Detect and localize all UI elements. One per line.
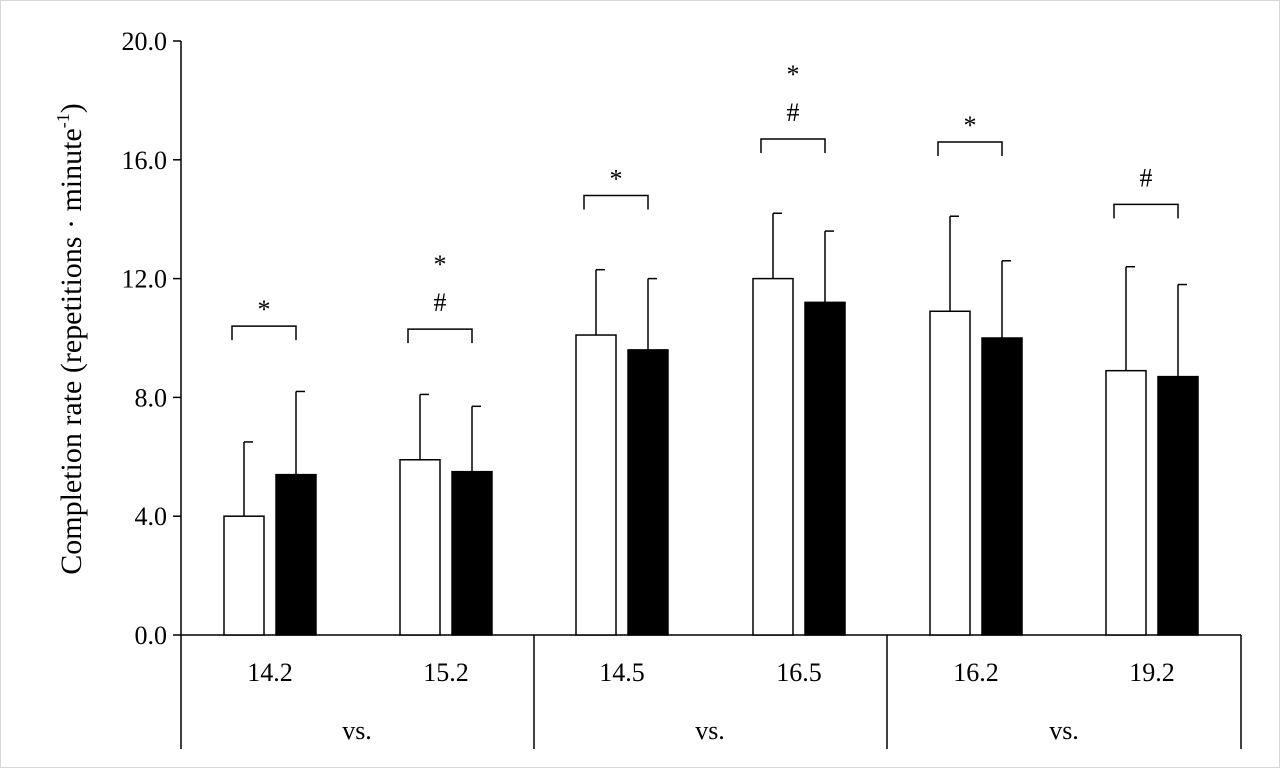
x-category-label: 16.5: [776, 658, 822, 687]
x-category-label: 14.2: [247, 658, 293, 687]
white-bar: [1105, 369, 1147, 636]
significance-bracket: [937, 141, 1003, 156]
y-tick-label: 16.0: [122, 146, 168, 175]
y-tick-label: 20.0: [122, 27, 168, 56]
significance-bracket: [583, 194, 649, 210]
y-tick-label: 8.0: [135, 383, 168, 412]
black-bar: [275, 473, 317, 636]
significance-hash: #: [434, 288, 447, 317]
black-bar: [1157, 375, 1199, 636]
significance-hash: #: [1140, 163, 1153, 192]
significance-asterisk: *: [434, 250, 447, 279]
black-bar: [981, 337, 1023, 636]
significance-asterisk: *: [258, 295, 271, 324]
significance-bracket: [760, 138, 826, 154]
significance-bracket: [231, 325, 297, 341]
black-bar: [804, 301, 846, 636]
x-group-label: vs.: [695, 716, 725, 745]
significance-markers: * * # * * # * #: [231, 60, 1179, 344]
bars: [223, 212, 1199, 636]
white-bar: [929, 310, 971, 636]
white-bar: [223, 515, 265, 636]
significance-bracket: [1113, 203, 1179, 219]
y-tick-label: 4.0: [135, 502, 168, 531]
black-bar: [451, 470, 493, 636]
x-group-label: vs.: [342, 716, 372, 745]
white-bar: [752, 277, 794, 636]
significance-bracket: [407, 328, 473, 344]
significance-hash: #: [787, 98, 800, 127]
x-category-label: 14.5: [599, 658, 645, 687]
white-bar: [399, 459, 441, 636]
x-category-label: 16.2: [953, 658, 999, 687]
y-axis-label: Completion rate (repetitions · minute-1): [53, 103, 88, 575]
y-axis: 0.0 4.0 8.0 12.0 16.0 20.0: [122, 27, 182, 650]
x-group-label: vs.: [1049, 716, 1079, 745]
y-tick-label: 12.0: [122, 265, 168, 294]
white-bar: [575, 334, 617, 636]
x-category-label: 15.2: [423, 658, 469, 687]
x-axis: 14.2 15.2 14.5 16.5 16.2 19.2 vs. vs. vs.: [180, 634, 1242, 749]
y-tick-label: 0.0: [135, 621, 168, 650]
significance-asterisk: *: [787, 60, 800, 89]
significance-asterisk: *: [610, 164, 623, 193]
black-bar: [627, 349, 669, 636]
x-category-label: 19.2: [1129, 658, 1175, 687]
significance-asterisk: *: [964, 111, 977, 140]
